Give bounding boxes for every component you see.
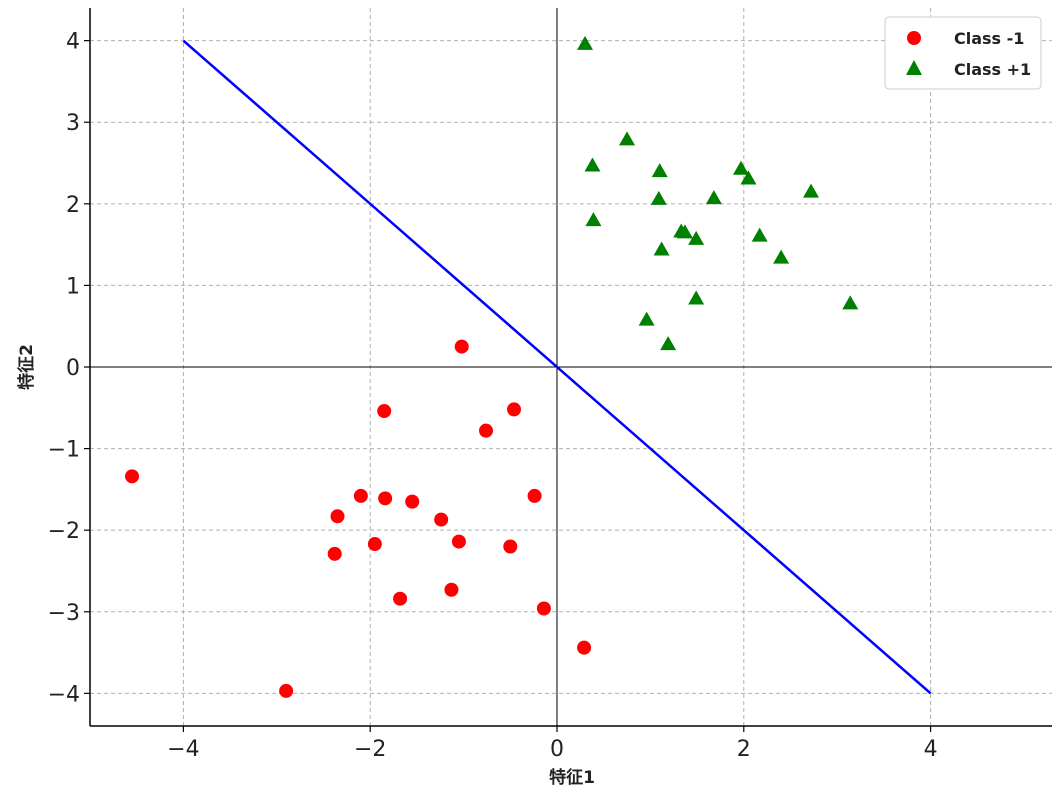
y-tick-label: −2 (48, 519, 80, 544)
data-point-class-pos (584, 157, 601, 172)
data-point-class-neg (451, 534, 466, 549)
legend: Class -1 Class +1 (884, 16, 1042, 90)
data-point-class-neg (577, 640, 592, 655)
data-point-class-neg (125, 469, 140, 484)
y-axis-label: 特征2 (16, 344, 37, 390)
data-point-class-neg (330, 509, 345, 524)
data-point-class-pos (660, 336, 677, 351)
x-axis-label: 特征1 (549, 767, 595, 788)
data-point-class-neg (507, 402, 522, 417)
y-tick-label: −3 (48, 601, 80, 626)
data-point-class-neg (405, 494, 420, 509)
data-point-class-pos (638, 311, 655, 326)
x-tick-label: 0 (550, 737, 564, 762)
data-point-class-pos (740, 170, 757, 185)
data-point-class-pos (653, 241, 670, 256)
data-point-class-pos (705, 190, 722, 205)
data-point-class-neg (393, 591, 408, 606)
y-tick-label: 2 (66, 193, 80, 218)
data-point-class-neg (479, 423, 494, 438)
data-point-class-pos (619, 131, 636, 146)
y-tick-label: 3 (66, 111, 80, 136)
data-point-class-pos (773, 249, 790, 264)
data-point-class-pos (585, 212, 602, 227)
legend-box (884, 16, 1042, 90)
data-point-class-neg (367, 537, 382, 552)
axes-layer (84, 8, 1052, 732)
data-point-class-neg (503, 539, 518, 554)
data-point-class-pos (803, 183, 820, 198)
data-point-class-neg (527, 488, 542, 503)
data-point-class-pos (688, 230, 705, 245)
data-point-class-pos (751, 227, 768, 242)
legend-marker-class-pos (906, 60, 922, 75)
tick-labels: −4 −2 0 2 4 −4 −3 −2 −1 0 1 2 3 4 (48, 30, 938, 762)
data-point-class-pos (650, 190, 667, 205)
y-tick-label: −4 (48, 682, 80, 707)
points-layer (125, 35, 859, 698)
legend-marker-class-neg (907, 31, 921, 45)
line-layer (182, 39, 932, 695)
x-tick-label: 2 (737, 737, 751, 762)
decision-boundary-line (182, 39, 932, 695)
y-tick-label: 1 (66, 274, 80, 299)
y-tick-label: 4 (66, 30, 80, 55)
data-point-class-pos (676, 224, 693, 239)
x-tick-label: 4 (924, 737, 938, 762)
legend-label-class-pos: Class +1 (954, 60, 1031, 79)
data-point-class-pos (688, 290, 705, 305)
y-tick-label: 0 (66, 356, 80, 381)
data-point-class-pos (577, 35, 594, 50)
x-tick-label: −4 (167, 737, 199, 762)
data-point-class-pos (842, 295, 859, 310)
data-point-class-neg (454, 339, 469, 354)
data-point-class-neg (377, 404, 392, 419)
data-point-class-neg (378, 491, 393, 506)
data-point-class-pos (732, 160, 749, 175)
data-point-class-neg (536, 601, 551, 616)
data-point-class-neg (444, 582, 459, 597)
legend-label-class-neg: Class -1 (954, 29, 1024, 48)
y-tick-label: −1 (48, 438, 80, 463)
x-tick-label: −2 (354, 737, 386, 762)
data-point-class-neg (279, 683, 294, 698)
data-point-class-neg (353, 488, 368, 503)
data-point-class-neg (327, 546, 342, 561)
data-point-class-pos (651, 163, 668, 178)
data-point-class-neg (434, 512, 449, 527)
